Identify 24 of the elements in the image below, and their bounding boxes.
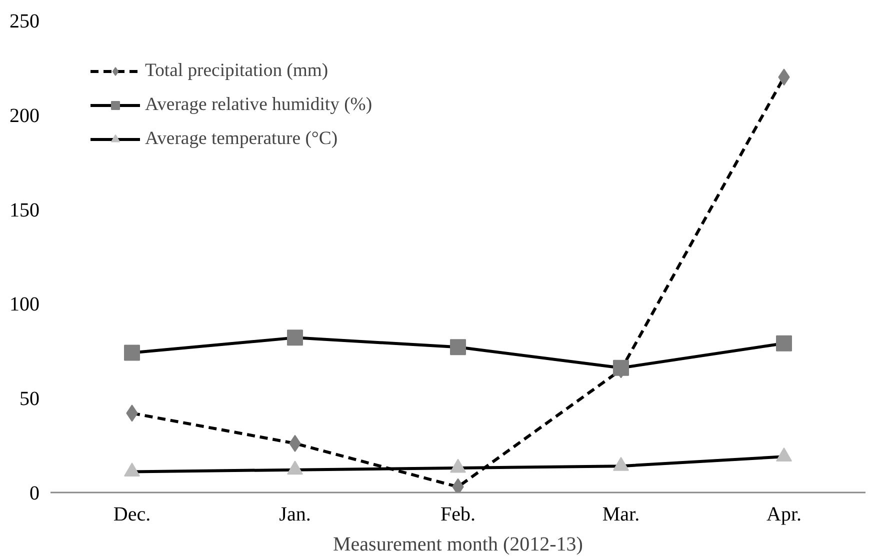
x-tick-label: Jan. — [279, 504, 311, 526]
x-tick-label: Dec. — [113, 504, 151, 526]
y-tick-label: 100 — [10, 294, 40, 316]
point — [287, 460, 303, 475]
y-tick-label: 250 — [10, 10, 40, 32]
y-tick-label: 0 — [30, 482, 40, 504]
x-tick-label: Feb. — [440, 504, 476, 526]
point — [776, 447, 792, 462]
y-tick-label: 200 — [10, 104, 40, 127]
x-axis-title: Measurement month (2012-13) — [333, 534, 583, 556]
legend-label: Average temperature (°C) — [145, 128, 338, 150]
point — [450, 458, 466, 473]
legend-label: Total precipitation (mm) — [145, 60, 328, 82]
x-tick-label: Apr. — [766, 504, 802, 526]
point — [613, 456, 629, 471]
point — [450, 339, 466, 356]
x-tick-label: Mar. — [602, 504, 640, 526]
point — [776, 335, 792, 352]
legend-label: Average relative humidity (%) — [145, 94, 372, 116]
point — [287, 330, 303, 346]
point — [124, 344, 140, 361]
y-tick-label: 50 — [20, 388, 40, 410]
y-tick-label: 150 — [10, 199, 40, 222]
point — [124, 462, 140, 477]
